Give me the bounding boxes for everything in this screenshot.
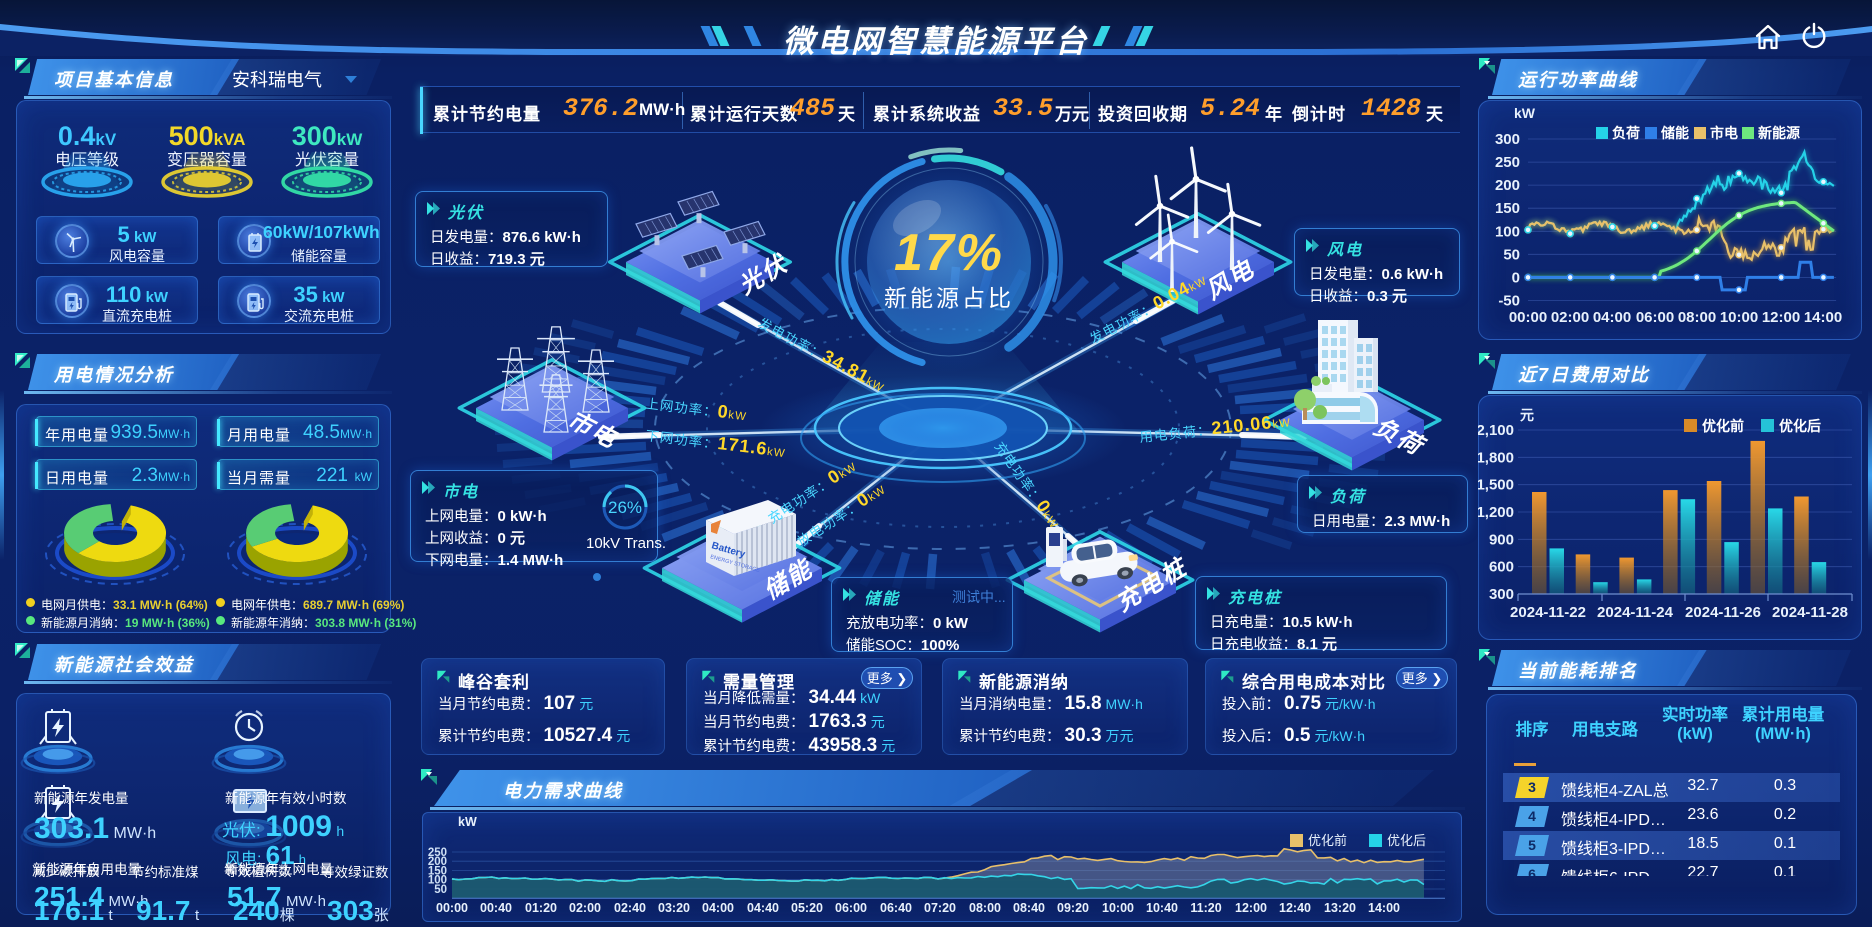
svg-text:kW: kW: [1514, 105, 1536, 121]
svg-text:50: 50: [434, 884, 447, 896]
svg-text:kW: kW: [458, 815, 477, 829]
svg-text:08:00: 08:00: [969, 901, 1001, 915]
svg-text:0: 0: [1512, 269, 1520, 286]
svg-text:1,500: 1,500: [1478, 477, 1514, 494]
svg-text:2024-11-24: 2024-11-24: [1597, 604, 1674, 621]
svg-text:2024-11-28: 2024-11-28: [1772, 604, 1848, 621]
svg-text:优化前: 优化前: [1308, 833, 1347, 848]
svg-text:市电: 市电: [1710, 125, 1738, 141]
svg-text:上网功率：0kW: 上网功率：0kW: [645, 392, 749, 424]
svg-text:10:40: 10:40: [1146, 901, 1178, 915]
svg-text:优化前: 优化前: [1702, 418, 1744, 434]
svg-text:50: 50: [1503, 246, 1520, 263]
svg-text:08:40: 08:40: [1013, 901, 1045, 915]
svg-text:100: 100: [428, 875, 447, 887]
svg-text:150: 150: [428, 866, 447, 878]
svg-text:新能源占比: 新能源占比: [884, 285, 1014, 311]
svg-text:优化后: 优化后: [1387, 833, 1426, 848]
svg-text:06:00: 06:00: [1636, 309, 1674, 326]
svg-text:900: 900: [1489, 531, 1514, 548]
svg-text:-50: -50: [1498, 293, 1520, 310]
svg-text:26%: 26%: [608, 498, 642, 517]
svg-text:00:00: 00:00: [436, 901, 468, 915]
svg-text:12:40: 12:40: [1279, 901, 1311, 915]
svg-text:14:00: 14:00: [1368, 901, 1400, 915]
svg-text:01:20: 01:20: [525, 901, 557, 915]
svg-text:07:20: 07:20: [924, 901, 956, 915]
svg-text:2024-11-26: 2024-11-26: [1685, 604, 1761, 621]
svg-text:14:00: 14:00: [1804, 309, 1842, 326]
svg-text:10:00: 10:00: [1102, 901, 1134, 915]
svg-text:300: 300: [1489, 586, 1514, 603]
svg-text:10kV Trans.: 10kV Trans.: [586, 535, 666, 552]
svg-text:05:20: 05:20: [791, 901, 823, 915]
svg-text:13:20: 13:20: [1324, 901, 1356, 915]
svg-text:600: 600: [1489, 559, 1514, 576]
svg-text:300: 300: [1495, 131, 1520, 148]
svg-text:200: 200: [1495, 177, 1520, 194]
svg-text:1,200: 1,200: [1478, 504, 1514, 521]
svg-text:1,800: 1,800: [1478, 449, 1514, 466]
svg-text:10:00: 10:00: [1720, 309, 1758, 326]
svg-text:06:40: 06:40: [880, 901, 912, 915]
svg-text:06:00: 06:00: [835, 901, 867, 915]
svg-text:12:00: 12:00: [1762, 309, 1800, 326]
svg-text:100: 100: [1495, 223, 1520, 240]
svg-text:00:40: 00:40: [480, 901, 512, 915]
svg-text:储能: 储能: [1660, 125, 1689, 141]
svg-text:新能源: 新能源: [1758, 125, 1800, 141]
svg-text:优化后: 优化后: [1779, 418, 1821, 434]
svg-text:200: 200: [428, 856, 447, 868]
svg-text:150: 150: [1495, 200, 1520, 217]
svg-text:09:20: 09:20: [1057, 901, 1089, 915]
svg-text:250: 250: [428, 847, 447, 859]
svg-text:2024-11-22: 2024-11-22: [1510, 604, 1586, 621]
svg-text:08:00: 08:00: [1678, 309, 1716, 326]
svg-text:04:00: 04:00: [1593, 309, 1631, 326]
svg-text:04:00: 04:00: [702, 901, 734, 915]
svg-text:负荷: 负荷: [1612, 125, 1640, 141]
svg-text:11:20: 11:20: [1190, 901, 1221, 915]
svg-text:00:00: 00:00: [1509, 309, 1547, 326]
svg-text:02:00: 02:00: [569, 901, 601, 915]
svg-text:02:40: 02:40: [614, 901, 646, 915]
svg-text:04:40: 04:40: [747, 901, 779, 915]
svg-text:02:00: 02:00: [1551, 309, 1589, 326]
svg-text:2,100: 2,100: [1478, 422, 1514, 439]
svg-text:元: 元: [1520, 407, 1534, 423]
svg-text:17%: 17%: [894, 224, 1004, 282]
svg-text:250: 250: [1495, 154, 1520, 171]
svg-text:03:20: 03:20: [658, 901, 690, 915]
svg-text:12:00: 12:00: [1235, 901, 1267, 915]
